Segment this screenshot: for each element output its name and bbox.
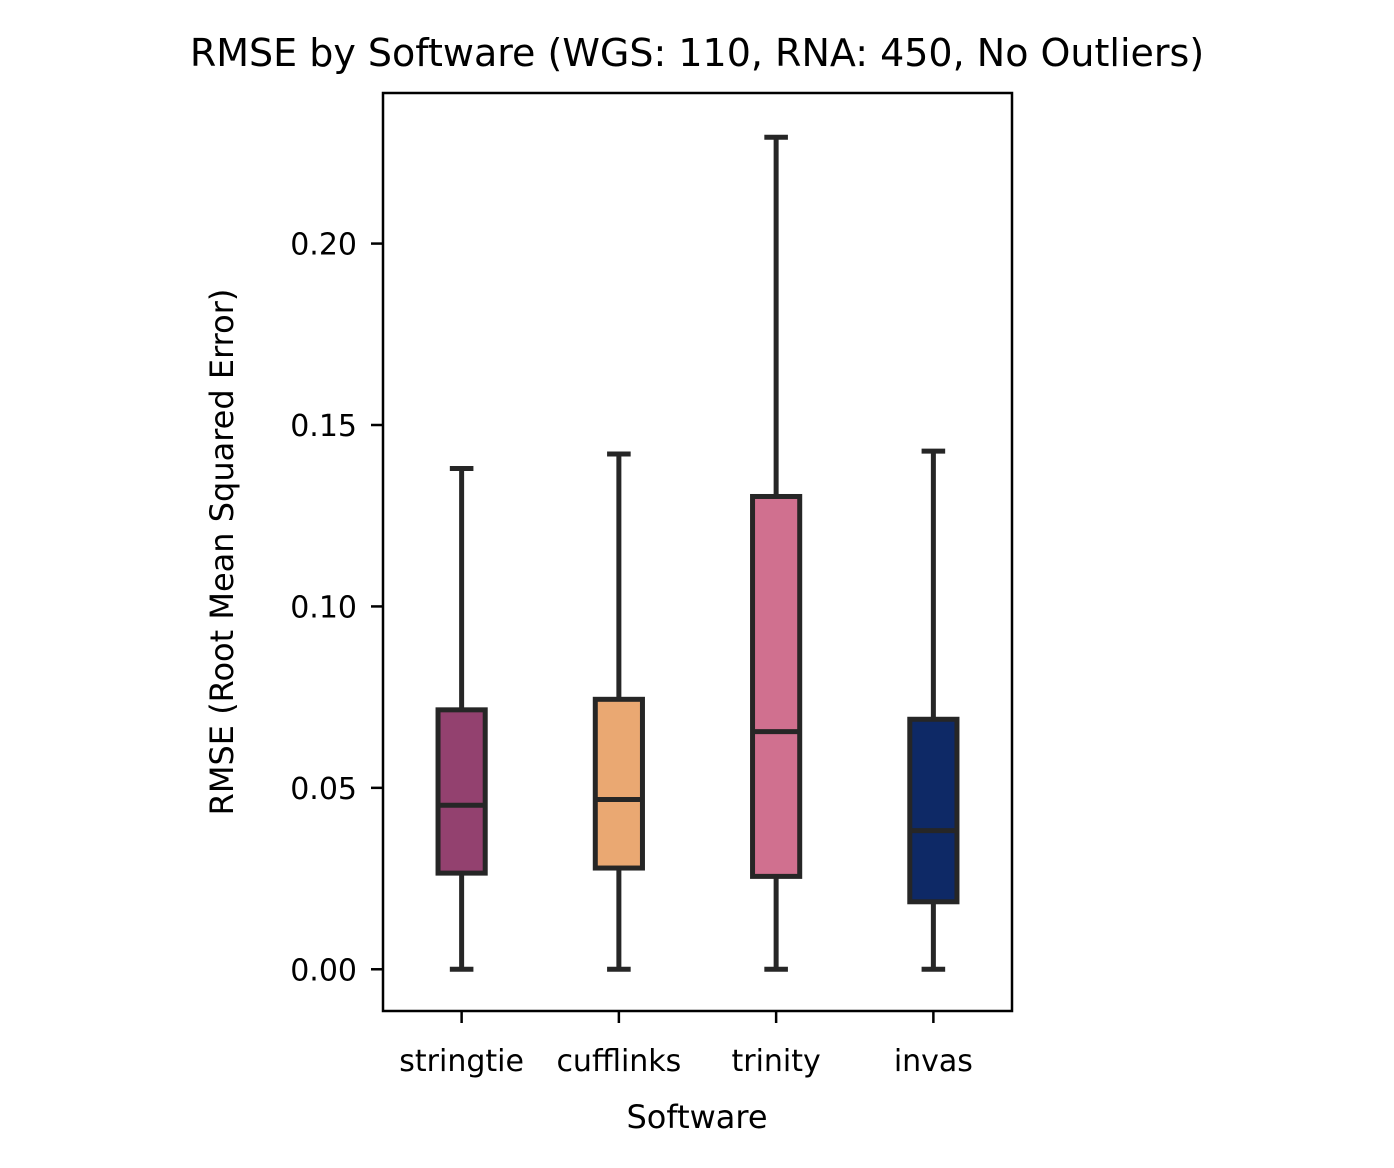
box-stringtie [435,707,488,876]
x-axis-label: Software [626,1098,767,1136]
y-tick-label: 0.05 [290,772,357,807]
plot-area: 0.00 0.05 0.10 0.15 0.20 stringtie cufflinks tr… [290,134,973,1079]
y-tick-label: 0.10 [290,590,357,625]
box-trinity [750,493,803,879]
box-cufflinks [592,696,645,871]
box-invas [907,716,960,905]
y-axis-label: RMSE (Root Mean Squared Error) [203,289,241,816]
y-tick-label: 0.00 [290,953,357,988]
axes-frame [381,91,1014,1013]
x-tick-label: cufflinks [556,1044,681,1079]
chart-title: RMSE by Software (WGS: 110, RNA: 450, No… [190,31,1204,75]
x-tick-label: invas [894,1044,973,1079]
y-tick-label: 0.20 [290,228,357,263]
x-tick-label: stringtie [399,1044,524,1079]
y-tick-label: 0.15 [290,409,357,444]
x-tick-label: trinity [731,1044,820,1079]
